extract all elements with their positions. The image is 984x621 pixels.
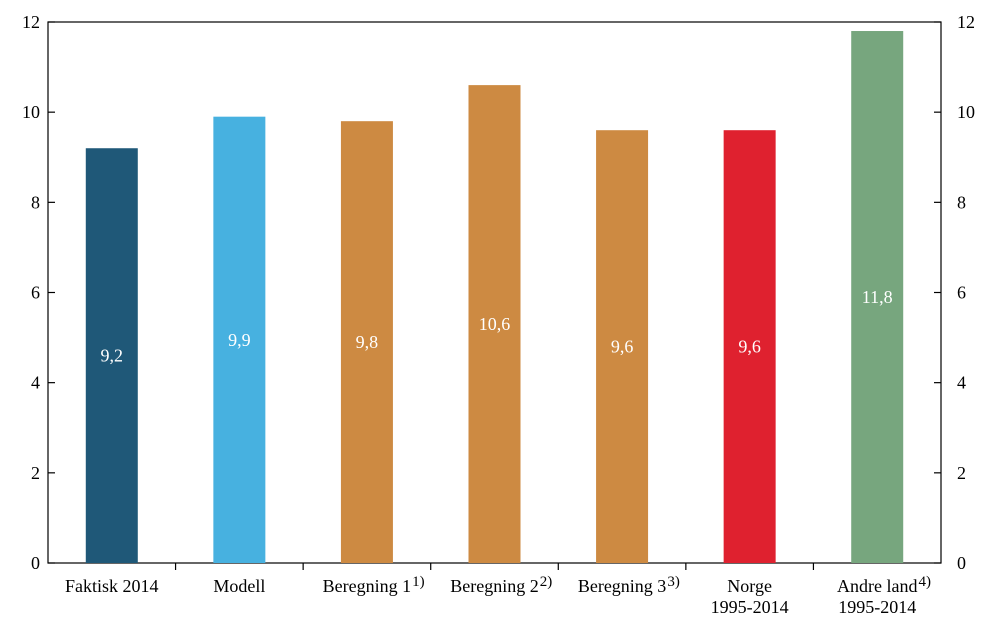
left-y-tick-label: 12 [22,12,40,32]
footnote-marker: 4) [918,574,931,590]
left-y-tick-label: 10 [22,102,40,122]
footnote-marker: 3) [667,574,680,590]
category-label: Beregning 3 [578,576,666,596]
right-y-tick-label: 10 [957,102,975,122]
left-y-tick-label: 8 [31,192,40,212]
x-axis [174,563,815,570]
category-label: Faktisk 2014 [65,576,159,596]
data-label: 9,6 [611,337,634,357]
category-label: Beregning 2 [450,576,538,596]
left-y-tick-label: 2 [31,463,40,483]
data-label: 9,6 [738,337,761,357]
right-y-tick-label: 12 [957,12,975,32]
data-label: 9,8 [356,332,379,352]
left-y-tick-label: 0 [31,553,40,573]
bar [340,121,393,563]
data-label: 10,6 [479,314,511,334]
bar [85,148,138,563]
bar [723,130,776,563]
data-label: 9,9 [228,330,251,350]
data-labels: 9,2 9,9 9,8 10,6 9,6 9,6 11,8 [101,287,893,366]
left-y-tick-label: 4 [31,373,40,393]
data-label: 9,2 [101,346,124,366]
bar [213,116,266,564]
bar [851,31,904,564]
right-y-axis: 0 2 4 6 8 10 12 [934,12,975,573]
bar [596,130,649,563]
left-y-tick-label: 6 [31,283,40,303]
right-y-tick-label: 8 [957,192,966,212]
footnote-marker: 2) [540,574,553,590]
category-label: Beregning 1 [323,576,411,596]
data-label: 11,8 [862,287,893,307]
right-y-tick-label: 0 [957,553,966,573]
category-label: Modell [213,576,265,596]
category-label: Andre land 1995-2014 [837,576,917,617]
bars [85,31,904,564]
right-y-tick-label: 6 [957,283,966,303]
category-label: Norge 1995-2014 [711,576,789,617]
footnote-marker: 1) [412,574,425,590]
bar [468,85,521,563]
category-labels: Faktisk 2014 Modell Beregning 1 1) Beregning… [65,574,931,617]
right-y-tick-label: 2 [957,463,966,483]
left-y-axis: 0 2 4 6 8 10 12 [22,12,55,573]
right-y-tick-label: 4 [957,373,966,393]
